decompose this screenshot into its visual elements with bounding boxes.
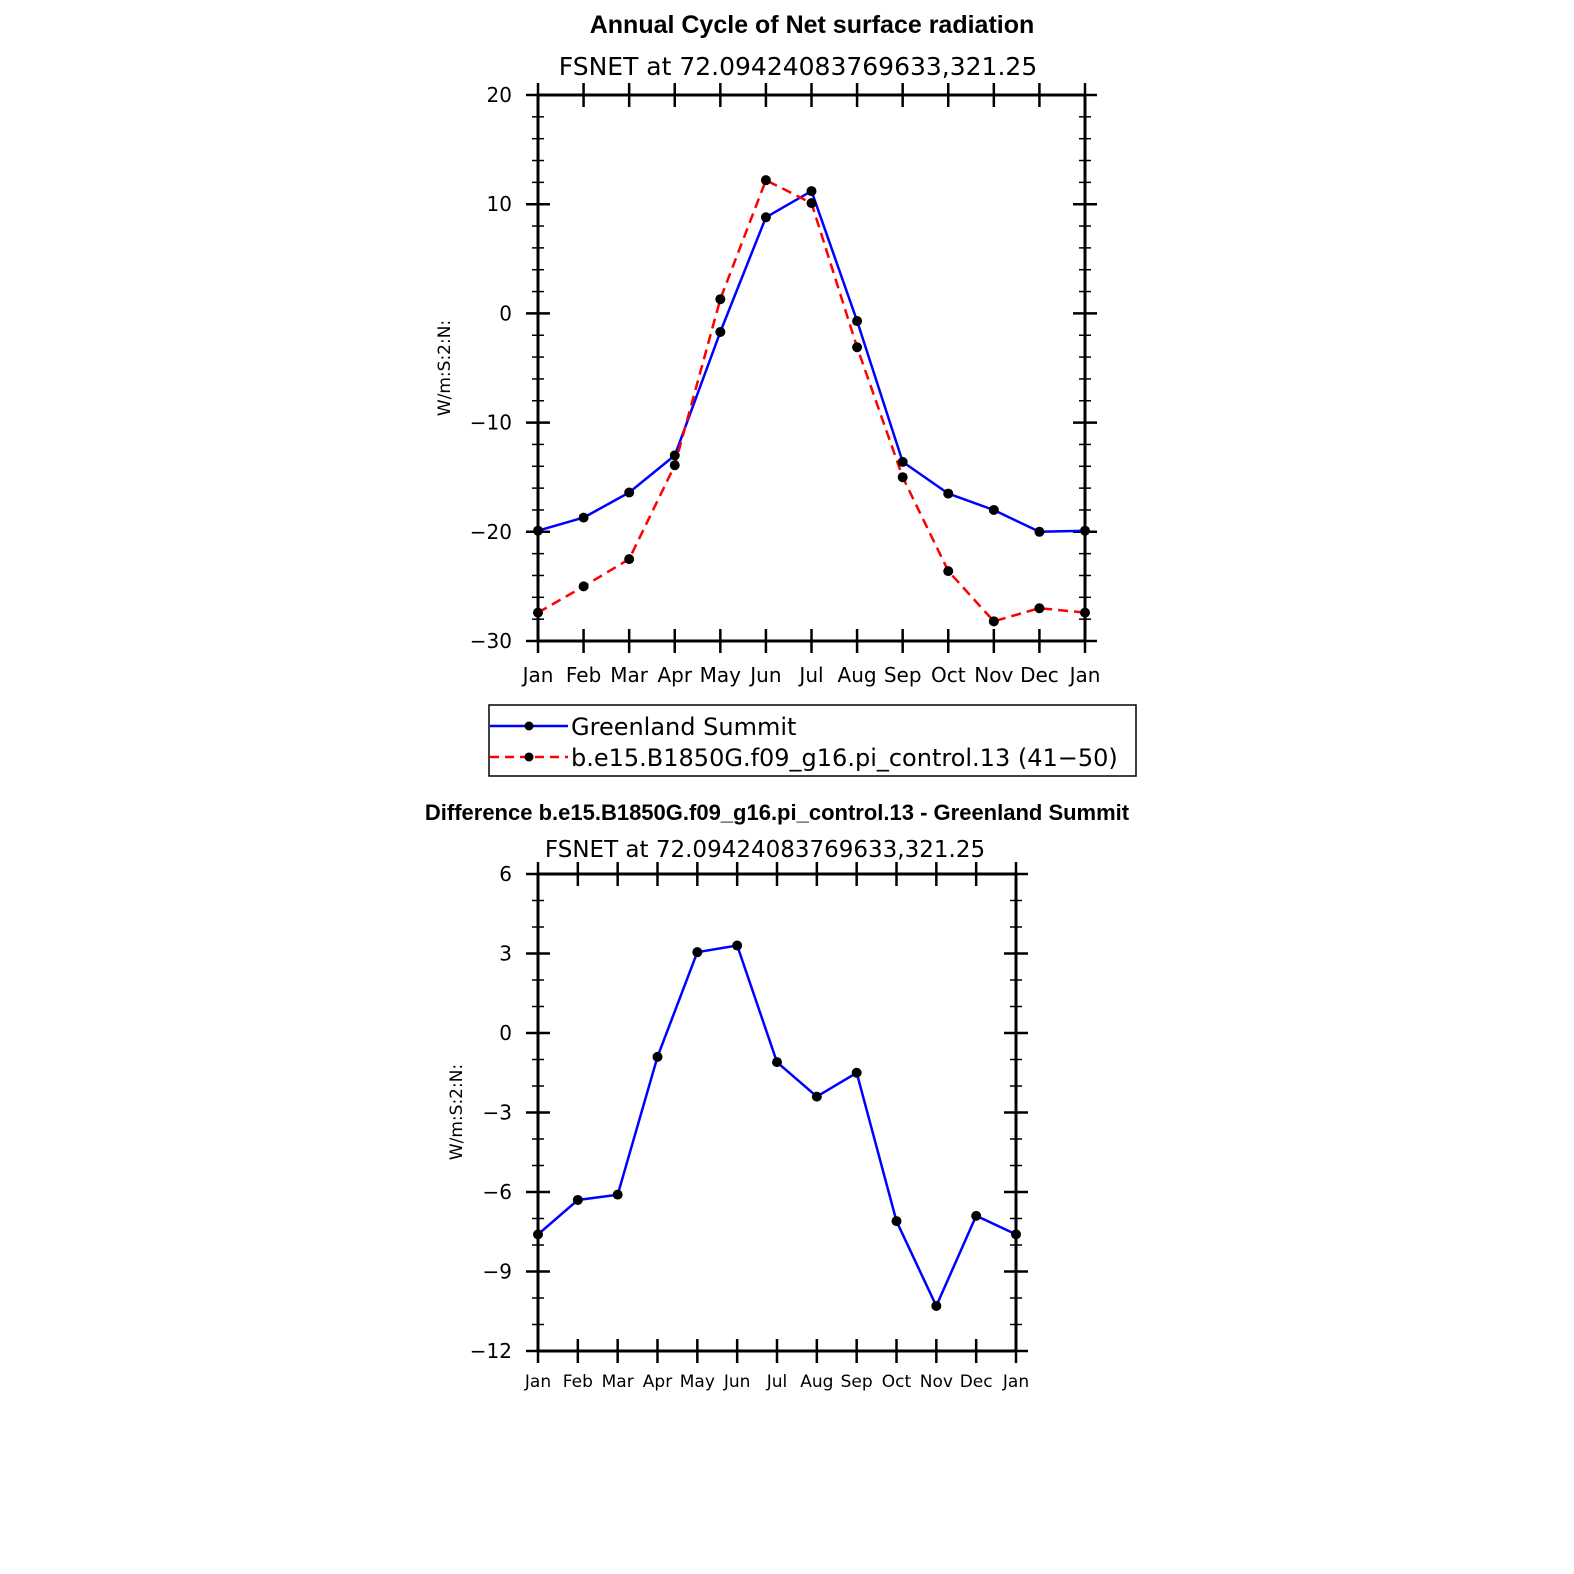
chart1-series-0-point xyxy=(1080,525,1090,536)
chart1-series-0-point xyxy=(715,326,726,337)
chart2-ytick-label: −6 xyxy=(483,1180,512,1204)
chart1-series-0-point xyxy=(624,487,635,498)
chart2-series-0-point xyxy=(1011,1229,1021,1240)
chart1-ytick-label: −30 xyxy=(470,629,512,653)
chart1-series-0-point xyxy=(852,316,863,327)
legend-label-model: b.e15.B1850G.f09_g16.pi_control.13 (41−5… xyxy=(571,744,1118,772)
chart1-series-1-point xyxy=(669,460,680,471)
chart2-xtick-label: Apr xyxy=(643,1372,672,1392)
chart1-title: Annual Cycle of Net surface radiation xyxy=(590,11,1035,39)
chart2-series-0-point xyxy=(692,947,703,958)
legend-marker-model xyxy=(524,752,534,762)
chart2-ytick-label: 0 xyxy=(499,1021,512,1045)
chart2-series-0-point xyxy=(811,1091,822,1102)
chart1-ylabel: W/m:S:2:N: xyxy=(435,320,455,416)
chart1-series-1-point xyxy=(624,554,635,565)
chart1-series-0-point xyxy=(897,456,908,467)
chart2-xtick-label: Jun xyxy=(723,1372,751,1392)
chart2-ylabel: W/m:S:2:N: xyxy=(447,1064,467,1160)
chart2-xtick-label: Oct xyxy=(882,1372,912,1392)
chart1-xtick-label: Mar xyxy=(610,663,649,687)
chart1-series-0-point xyxy=(533,525,543,536)
chart2-series-0-point xyxy=(772,1057,782,1068)
chart2-series-0-point xyxy=(931,1300,942,1311)
chart2-ytick-label: −9 xyxy=(483,1260,512,1284)
chart2-subtitle: FSNET at 72.09424083769633,321.25 xyxy=(545,837,985,863)
chart1-ytick-label: 10 xyxy=(487,192,512,216)
chart2-ytick-label: −12 xyxy=(470,1339,512,1363)
chart2-xtick-label: Mar xyxy=(602,1372,634,1392)
chart2-xtick-label: Aug xyxy=(800,1372,833,1392)
chart2-xtick-label: Nov xyxy=(920,1372,953,1392)
chart1-xtick-label: Jan xyxy=(1068,663,1101,687)
chart1-ytick-label: −10 xyxy=(470,411,512,435)
chart1-xtick-label: Jul xyxy=(797,663,823,687)
chart2-series-0-point xyxy=(652,1051,663,1062)
chart1-series-1-point xyxy=(715,294,726,305)
chart1-series-1-point xyxy=(1034,603,1045,614)
chart2-series-0-point xyxy=(533,1229,543,1240)
chart1-xtick-label: Aug xyxy=(838,663,877,687)
chart1-series-0-point xyxy=(988,504,999,515)
chart2-plot: 6 3 0 −3 −6 −9 −12 Jan Feb Mar Apr May Jun Jul Aug Sep O… xyxy=(470,862,1029,1392)
chart2-series-0-point xyxy=(891,1216,902,1227)
chart1-xtick-label: Oct xyxy=(931,663,966,687)
chart2-ytick-label: 3 xyxy=(499,942,512,966)
chart1-series-1-point xyxy=(988,616,999,627)
chart1-ytick-label: 20 xyxy=(487,83,512,107)
chart1-xtick-label: Apr xyxy=(657,663,692,687)
chart1-series-1-point xyxy=(1080,607,1090,618)
chart1-series-0-point xyxy=(1034,526,1045,537)
chart1-series-1-point xyxy=(533,607,543,618)
chart1-series-0-point xyxy=(669,450,680,461)
legend-box xyxy=(488,704,1137,777)
chart1-legend: Greenland Summit b.e15.B1850G.f09_g16.pi… xyxy=(488,704,1137,777)
chart1-xtick-label: Sep xyxy=(884,663,922,687)
chart1-series-0-point xyxy=(760,212,771,223)
chart1-series-0-point xyxy=(943,488,954,499)
chart2-xtick-label: Jan xyxy=(524,1372,551,1392)
chart1-series-0-point xyxy=(578,512,589,523)
chart2-xtick-label: May xyxy=(680,1372,715,1392)
chart1-xtick-label: Nov xyxy=(974,663,1013,687)
chart1-ytick-label: 0 xyxy=(499,301,512,325)
chart1-xtick-label: Jan xyxy=(521,663,554,687)
chart1-xtick-label: Feb xyxy=(566,663,601,687)
chart1-series-1-point xyxy=(578,581,589,592)
chart2-xtick-label: Feb xyxy=(563,1372,593,1392)
chart2-series-0-point xyxy=(732,940,743,951)
legend-label-greenland-summit: Greenland Summit xyxy=(571,713,796,741)
chart2-xtick-label: Dec xyxy=(960,1372,993,1392)
chart2-series-0-point xyxy=(851,1067,862,1078)
chart2-xtick-label: Jul xyxy=(766,1372,788,1392)
chart2-xtick-label: Sep xyxy=(841,1372,873,1392)
chart2-xtick-label: Jan xyxy=(1002,1372,1029,1392)
chart1-plot: 20 10 0 −10 −20 −30 Jan Feb Mar Apr May Jun Jul Aug Se… xyxy=(470,83,1101,687)
chart1-xtick-label: May xyxy=(700,663,742,687)
chart1-series-1-point xyxy=(852,342,863,353)
chart1-series-1-point xyxy=(760,175,771,186)
chart1-series-1-point xyxy=(897,472,908,483)
legend-marker-greenland-summit xyxy=(524,721,534,731)
chart2-ytick-label: 6 xyxy=(499,862,512,886)
chart1-subtitle: FSNET at 72.09424083769633,321.25 xyxy=(559,52,1037,81)
chart1-xtick-label: Dec xyxy=(1020,663,1059,687)
chart1-series-0-point xyxy=(806,186,817,197)
chart2-title: Difference b.e15.B1850G.f09_g16.pi_contr… xyxy=(425,800,1130,825)
chart2-series-0-point xyxy=(971,1210,982,1221)
chart2-ytick-label: −3 xyxy=(483,1101,512,1125)
chart2-series-0-point xyxy=(612,1189,623,1200)
chart1-series-1-point xyxy=(806,198,817,209)
chart1-series-1-point xyxy=(943,566,954,577)
chart1-xtick-label: Jun xyxy=(748,663,781,687)
chart2-series-0-point xyxy=(572,1194,583,1205)
chart1-ytick-label: −20 xyxy=(470,520,512,544)
